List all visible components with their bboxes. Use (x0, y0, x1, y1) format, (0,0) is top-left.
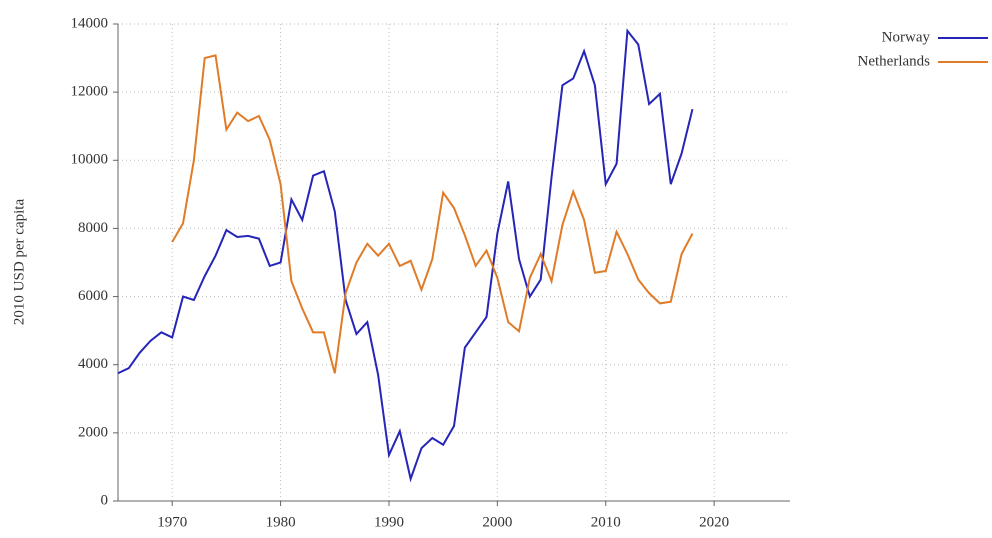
legend-label: Netherlands (858, 53, 931, 69)
line-series (117, 28, 694, 483)
y-tick-label: 10000 (71, 152, 109, 168)
y-tick-label: 6000 (78, 288, 108, 304)
x-tick-label: 1980 (266, 514, 296, 530)
x-tick-label: 1970 (157, 514, 187, 530)
x-tick-label: 1990 (374, 514, 404, 530)
x-tick-label: 2000 (482, 514, 512, 530)
y-axis-label: 2010 USD per capita (11, 199, 27, 326)
y-tick-label: 8000 (78, 220, 108, 236)
y-tick-label: 12000 (71, 84, 109, 100)
y-tick-label: 2000 (78, 424, 108, 440)
x-tick-label: 2010 (591, 514, 621, 530)
y-tick-label: 4000 (78, 356, 108, 372)
line-series (171, 54, 694, 374)
legend-label: Norway (882, 29, 931, 45)
y-tick-label: 0 (101, 492, 109, 508)
x-tick-label: 2020 (699, 514, 729, 530)
y-tick-label: 14000 (71, 15, 109, 31)
